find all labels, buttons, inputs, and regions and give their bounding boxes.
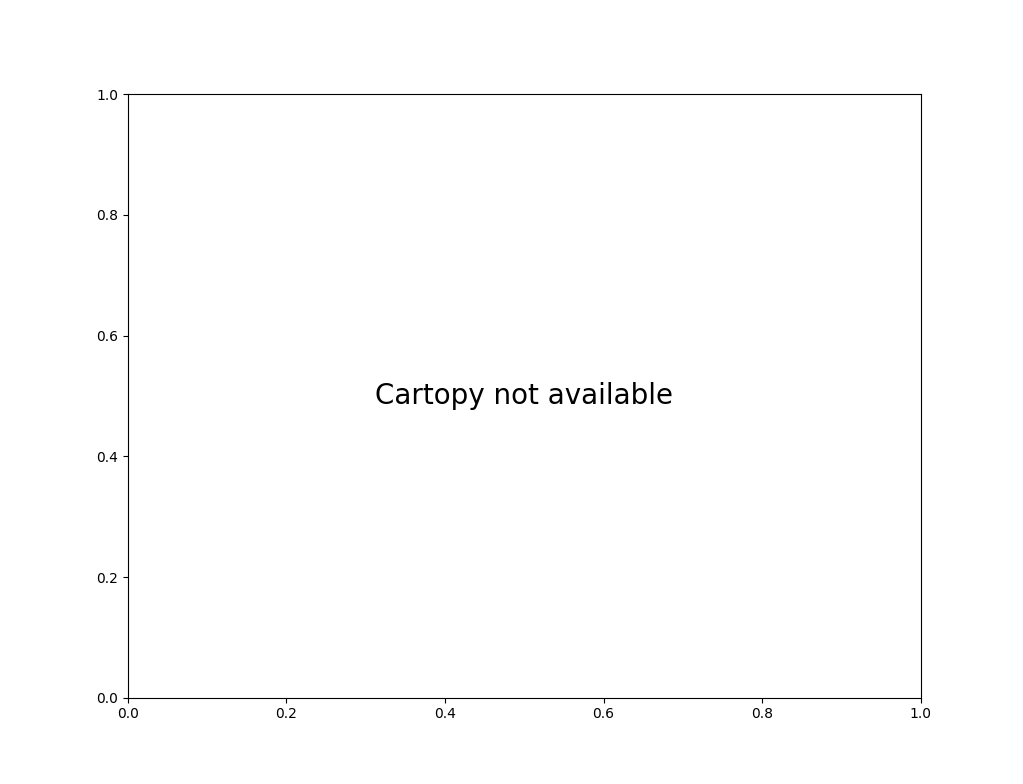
Text: Cartopy not available: Cartopy not available <box>375 382 673 410</box>
